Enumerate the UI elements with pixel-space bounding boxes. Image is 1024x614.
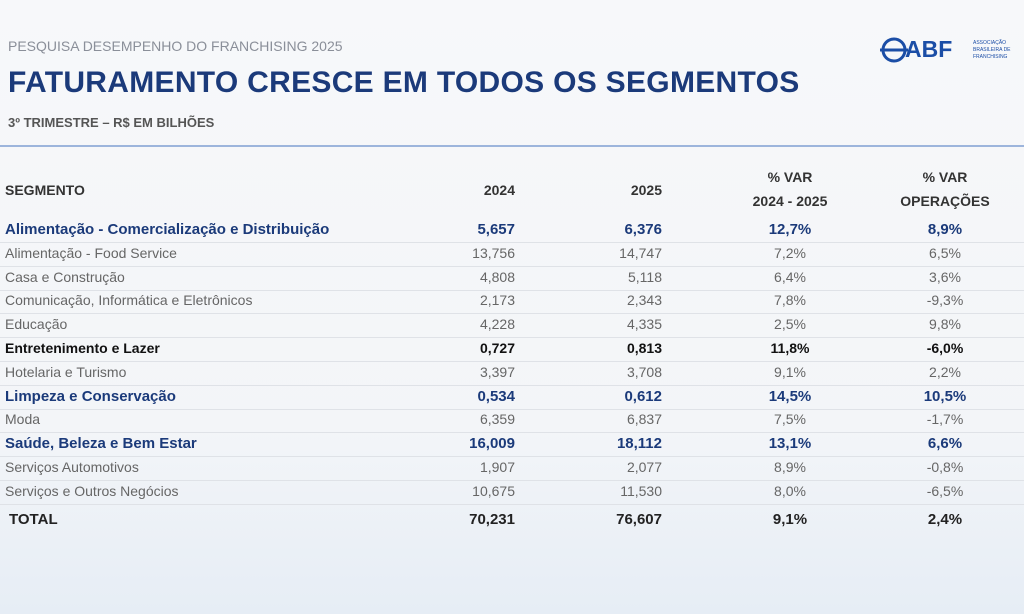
segment-name: Limpeza e Conservação (5, 387, 176, 405)
cell-value: -6,5% (926, 482, 964, 499)
row-line (0, 337, 1024, 339)
column-header: 2024 (483, 182, 515, 198)
cell-value: 5,657 (477, 221, 515, 238)
column-header: SEGMENTO (5, 182, 85, 198)
cell-value: 6,837 (626, 411, 662, 428)
segment-name: Serviços Automotivos (5, 459, 139, 475)
cell-value: 3,708 (626, 363, 662, 380)
column-header: OPERAÇÕES (900, 193, 990, 209)
total-value: 70,231 (469, 510, 515, 528)
cell-value: 0,534 (477, 387, 515, 405)
cell-value: 9,1% (774, 363, 806, 380)
subtitle: 3º TRIMESTRE – R$ EM BILHÕES (8, 115, 215, 130)
column-header: 2024 - 2025 (752, 193, 828, 209)
row-line (0, 313, 1024, 315)
segment-name: Moda (5, 411, 41, 428)
segment-name: Saúde, Beleza e Bem Estar (5, 435, 197, 453)
logo-caption: ASSOCIAÇÃO (973, 40, 1007, 46)
cell-value: 2,077 (626, 459, 662, 475)
row-line (0, 408, 1024, 410)
row-line (0, 360, 1024, 362)
cell-value: 1,907 (479, 459, 515, 475)
row-line (0, 456, 1024, 458)
cell-value: 10,5% (923, 387, 967, 405)
cell-value: 14,5% (768, 387, 812, 405)
cell-value: 7,8% (774, 292, 806, 309)
title: FATURAMENTO CRESCE EM TODOS OS SEGMENTOS (8, 66, 800, 99)
cell-value: 3,397 (479, 363, 515, 380)
cell-value: 6,4% (774, 268, 806, 285)
row-line (0, 265, 1024, 267)
segment-name: Casa e Construção (5, 268, 125, 285)
cell-value: 4,335 (626, 316, 662, 333)
segment-name: Entretenimento e Lazer (5, 340, 160, 356)
cell-value: 2,173 (479, 292, 515, 309)
logo-icon (880, 37, 908, 63)
cell-value: 10,675 (472, 482, 515, 499)
cell-value: -9,3% (926, 292, 964, 309)
total-value: 76,607 (616, 510, 662, 528)
cell-value: 8,0% (774, 482, 806, 499)
cell-value: 0,612 (624, 387, 662, 405)
cell-value: 8,9% (927, 221, 963, 238)
cell-value: 2,2% (929, 363, 961, 380)
cell-value: 11,8% (770, 340, 810, 356)
cell-value: 2,343 (626, 292, 662, 309)
cell-value: 6,376 (624, 221, 662, 238)
row-line (0, 289, 1024, 291)
row-line (0, 479, 1024, 481)
cell-value: 7,5% (774, 411, 806, 428)
row-line (0, 241, 1024, 243)
cell-value: 6,359 (479, 411, 515, 428)
cell-value: 18,112 (616, 435, 662, 453)
segment-name: Serviços e Outros Negócios (5, 482, 179, 499)
cell-value: 16,009 (469, 435, 515, 453)
row-line (0, 503, 1024, 505)
cell-value: 11,530 (620, 482, 662, 499)
segment-name: Alimentação - Comercialização e Distribu… (5, 221, 330, 238)
cell-value: 2,5% (774, 316, 806, 333)
segment-name: Alimentação - Food Service (5, 244, 177, 261)
cell-value: -1,7% (926, 411, 964, 428)
row-line (0, 384, 1024, 386)
total-value: 2,4% (927, 510, 963, 528)
cell-value: 9,8% (929, 316, 961, 333)
segment-name: Comunicação, Informática e Eletrônicos (5, 292, 253, 309)
cell-value: -0,8% (926, 459, 964, 475)
segment-name: Educação (5, 316, 68, 333)
logo: ABF (905, 36, 953, 62)
cell-value: 3,6% (929, 268, 961, 285)
cell-value: 13,1% (768, 435, 812, 453)
column-header: 2025 (630, 182, 662, 198)
cell-value: 6,5% (929, 244, 961, 261)
cell-value: 0,727 (479, 340, 515, 356)
cell-value: 7,2% (774, 244, 806, 261)
cell-value: 13,756 (472, 244, 515, 261)
total-label: TOTAL (9, 510, 58, 528)
kicker: PESQUISA DESEMPENHO DO FRANCHISING 2025 (8, 38, 343, 54)
cell-value: 12,7% (768, 221, 812, 238)
cell-value: 5,118 (628, 268, 662, 285)
column-header: % VAR (767, 169, 813, 185)
cell-value: 14,747 (619, 244, 662, 261)
cell-value: 0,813 (626, 340, 662, 356)
cell-value: 8,9% (774, 459, 806, 475)
segment-name: Hotelaria e Turismo (5, 363, 127, 380)
logo-caption: FRANCHISING (973, 54, 1008, 60)
logo-caption: BRASILEIRA DE (973, 47, 1011, 53)
cell-value: 4,228 (479, 316, 515, 333)
divider (0, 145, 1024, 147)
cell-value: -6,0% (926, 340, 964, 356)
cell-value: 6,6% (927, 435, 963, 453)
cell-value: 4,808 (479, 268, 515, 285)
total-value: 9,1% (772, 510, 808, 528)
column-header: % VAR (922, 169, 968, 185)
row-line (0, 432, 1024, 434)
